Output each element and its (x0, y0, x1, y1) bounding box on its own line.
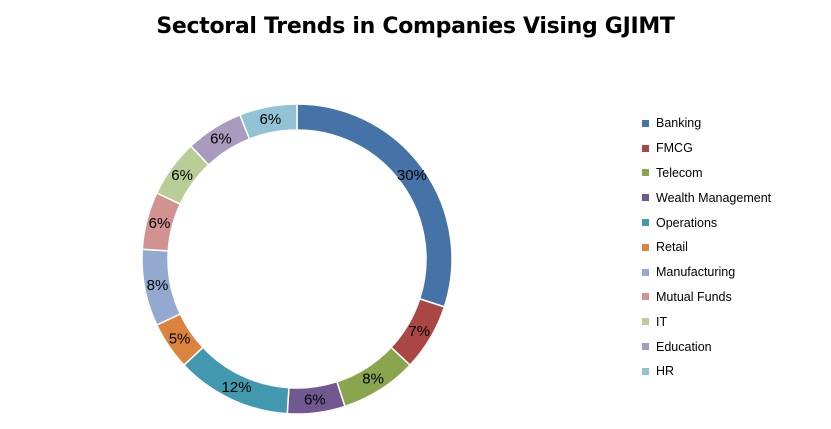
legend-label: Retail (656, 240, 688, 255)
legend-item-fmcg: FMCG (642, 136, 771, 161)
legend-label: FMCG (656, 141, 693, 156)
legend-item-operations: Operations (642, 210, 771, 235)
legend-swatch (642, 367, 649, 375)
donut-slices (141, 103, 453, 415)
data-label-wealth-management: 6% (304, 391, 326, 408)
data-label-telecom: 8% (362, 370, 384, 387)
legend-item-hr: HR (642, 359, 771, 384)
slice-labels: 30% 7% 8% 6% 12% 5% 8% 6% 6% 6% 6% (147, 111, 430, 408)
data-label-it: 6% (171, 167, 193, 184)
data-label-operations: 12% (222, 379, 252, 396)
data-label-banking: 30% (397, 167, 427, 184)
slice-banking (296, 103, 453, 308)
legend-swatch (642, 293, 649, 301)
data-label-manufacturing: 8% (147, 277, 169, 294)
legend-label: IT (656, 314, 668, 329)
legend-item-it: IT (642, 309, 771, 334)
data-label-hr: 6% (260, 111, 282, 128)
legend-item-education: Education (642, 334, 771, 359)
legend-item-wealth-management: Wealth Management (642, 185, 771, 210)
legend-swatch (642, 318, 649, 326)
legend-swatch (642, 219, 649, 227)
legend-label: Manufacturing (656, 265, 736, 280)
data-label-education: 6% (210, 131, 232, 148)
chart-title: Sectoral Trends in Companies Vising GJIM… (156, 14, 675, 39)
data-label-fmcg: 7% (408, 323, 430, 340)
legend-swatch (642, 144, 649, 152)
data-label-mutual-funds: 6% (149, 215, 171, 232)
slice-hr (238, 103, 298, 141)
legend-swatch (642, 268, 649, 276)
legend-label: Telecom (656, 165, 703, 180)
legend-swatch (642, 243, 649, 251)
legend: Banking FMCG Telecom Wealth Management Opera… (642, 111, 771, 384)
legend-label: Operations (656, 215, 718, 230)
data-label-retail: 5% (169, 330, 191, 347)
legend-label: Banking (656, 116, 702, 131)
legend-item-banking: Banking (642, 111, 771, 136)
legend-swatch (642, 119, 649, 127)
legend-swatch (642, 194, 649, 202)
legend-label: Mutual Funds (656, 289, 732, 304)
legend-label: HR (656, 364, 675, 379)
legend-label: Education (656, 339, 712, 354)
legend-label: Wealth Management (656, 190, 772, 205)
legend-swatch (642, 169, 649, 177)
legend-item-manufacturing: Manufacturing (642, 260, 771, 285)
legend-item-telecom: Telecom (642, 161, 771, 186)
legend-item-mutual-funds: Mutual Funds (642, 285, 771, 310)
legend-item-retail: Retail (642, 235, 771, 260)
legend-swatch (642, 343, 649, 351)
